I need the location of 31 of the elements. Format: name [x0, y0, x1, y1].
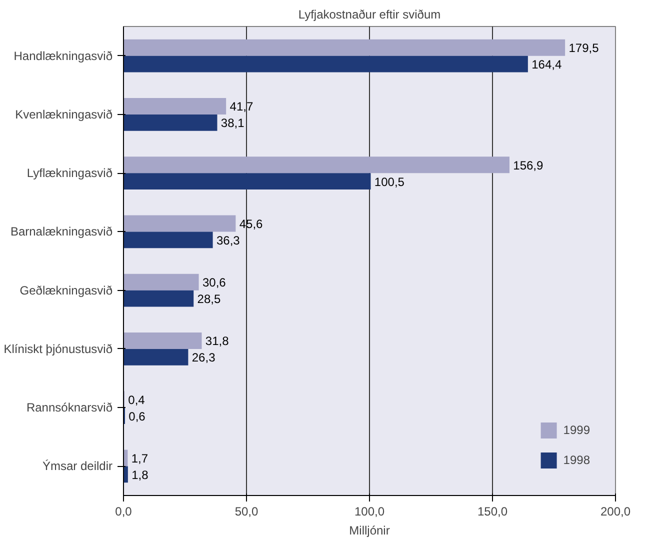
x-tick-label: 100,0 — [354, 504, 385, 518]
y-tick-label: Kvenlækningasvið — [15, 107, 113, 122]
x-axis-title: Milljónir — [349, 524, 390, 538]
data-label: 26,3 — [192, 350, 216, 365]
data-label: 0,4 — [128, 392, 146, 407]
data-label: 28,5 — [197, 292, 221, 306]
y-tick-label: Barnalækningasvið — [10, 224, 113, 239]
data-label: 179,5 — [568, 41, 600, 56]
data-label: 30,6 — [202, 276, 226, 290]
data-label: 38,1 — [220, 116, 245, 130]
data-label: 31,8 — [205, 334, 230, 348]
x-tick-label: 0,0 — [115, 504, 132, 518]
x-tick-label: 150,0 — [477, 504, 508, 518]
data-label: 100,5 — [374, 174, 405, 189]
chart-title: Lyfjakostnaður eftir sviðum — [298, 8, 441, 22]
legend-label: 1999 — [563, 423, 590, 437]
data-label: 1,7 — [131, 451, 148, 466]
data-label: 36,3 — [216, 233, 240, 248]
y-tick-label: Klíniskt þjónustusvið — [4, 342, 113, 356]
y-tick-label: Ýmsar deildir — [42, 459, 113, 474]
legend-label: 1998 — [563, 453, 590, 467]
y-tick-label: Geðlækningasvið — [20, 283, 113, 298]
data-label: 1,8 — [132, 468, 149, 482]
x-tick-label: 50,0 — [234, 504, 259, 518]
data-label: 0,6 — [128, 409, 146, 424]
y-tick-label: Lyflækningasvið — [26, 166, 113, 180]
data-label: 164,4 — [532, 58, 562, 72]
data-label: 156,9 — [513, 158, 544, 172]
x-tick-label: 200,0 — [600, 504, 631, 518]
y-tick-label: Rannsóknarsvið — [26, 400, 113, 415]
y-tick-label: Handlækningasvið — [14, 48, 113, 63]
